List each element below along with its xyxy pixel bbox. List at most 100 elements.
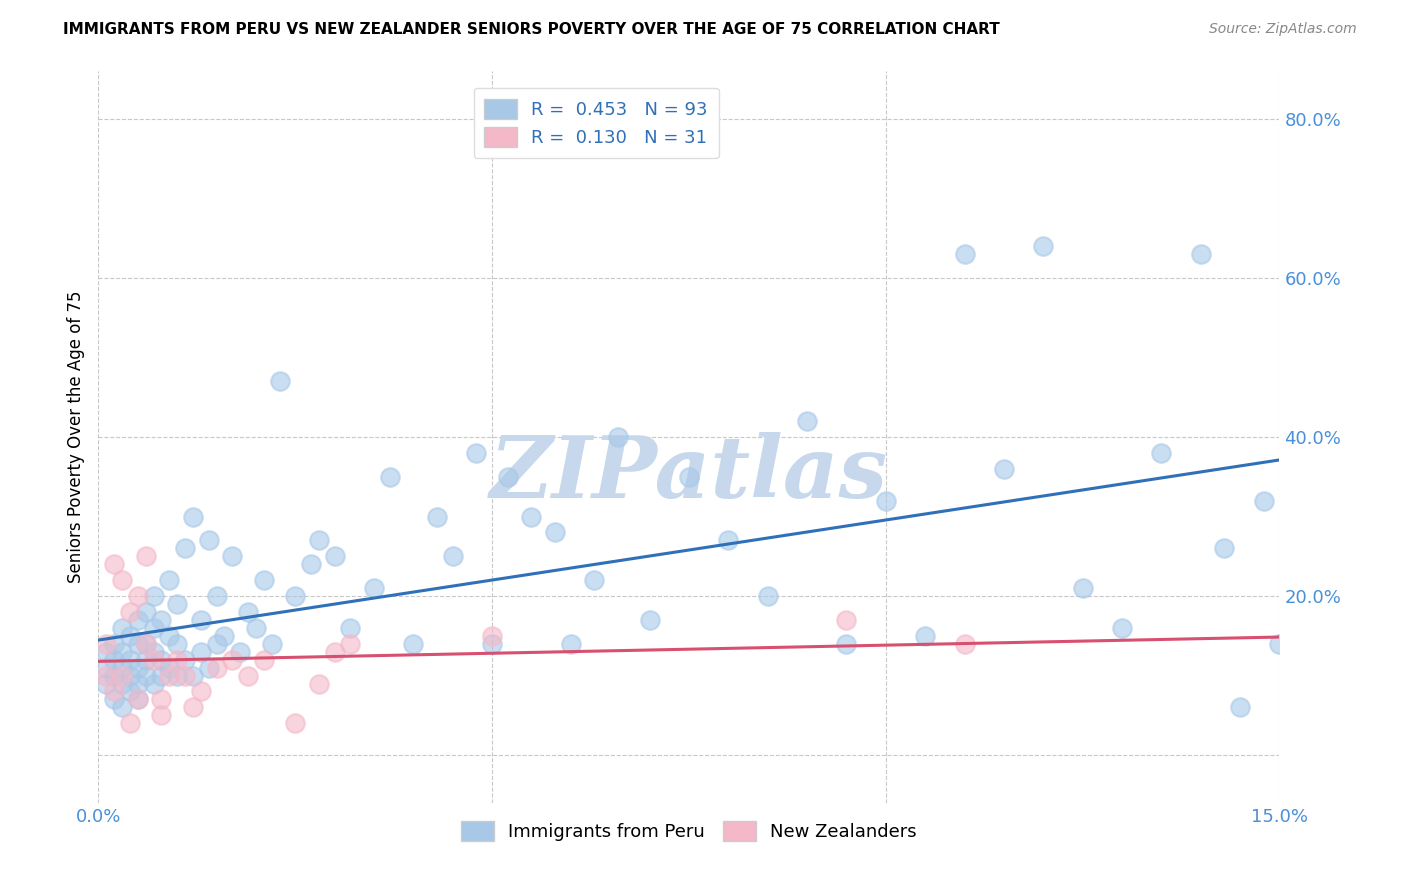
Point <box>142 589 165 603</box>
Point <box>135 653 157 667</box>
Point <box>181 700 204 714</box>
Point <box>205 660 228 674</box>
Point <box>135 605 157 619</box>
Point <box>221 549 243 564</box>
Point <box>1071 581 1094 595</box>
Point <box>166 637 188 651</box>
Point <box>269 375 291 389</box>
Point <box>323 645 346 659</box>
Point <box>118 716 141 731</box>
Point <box>229 645 252 659</box>
Point <box>118 684 141 698</box>
Point <box>1032 239 1054 253</box>
Point <box>284 589 307 603</box>
Point <box>96 637 118 651</box>
Text: ZIPatlas: ZIPatlas <box>489 432 889 516</box>
Point <box>142 645 165 659</box>
Point <box>1253 493 1275 508</box>
Text: Source: ZipAtlas.com: Source: ZipAtlas.com <box>1209 22 1357 37</box>
Point <box>835 613 858 627</box>
Point <box>481 629 503 643</box>
Point <box>308 676 330 690</box>
Point <box>953 247 976 261</box>
Point <box>127 692 149 706</box>
Text: IMMIGRANTS FROM PERU VS NEW ZEALANDER SENIORS POVERTY OVER THE AGE OF 75 CORRELA: IMMIGRANTS FROM PERU VS NEW ZEALANDER SE… <box>63 22 1000 37</box>
Point <box>166 597 188 611</box>
Point <box>835 637 858 651</box>
Point <box>181 509 204 524</box>
Point <box>174 668 197 682</box>
Point <box>181 668 204 682</box>
Point <box>363 581 385 595</box>
Point <box>150 708 173 723</box>
Point <box>118 668 141 682</box>
Point <box>1189 247 1212 261</box>
Point <box>135 637 157 651</box>
Point <box>96 645 118 659</box>
Point <box>118 653 141 667</box>
Point <box>339 621 361 635</box>
Y-axis label: Seniors Poverty Over the Age of 75: Seniors Poverty Over the Age of 75 <box>67 291 86 583</box>
Point <box>205 589 228 603</box>
Point <box>118 605 141 619</box>
Point <box>150 668 173 682</box>
Point <box>135 549 157 564</box>
Point <box>103 668 125 682</box>
Point <box>253 573 276 587</box>
Legend: Immigrants from Peru, New Zealanders: Immigrants from Peru, New Zealanders <box>454 814 924 848</box>
Point <box>560 637 582 651</box>
Point <box>96 660 118 674</box>
Point <box>441 549 464 564</box>
Point <box>756 589 779 603</box>
Point <box>127 613 149 627</box>
Point <box>253 653 276 667</box>
Point <box>299 558 322 572</box>
Point <box>111 676 134 690</box>
Point <box>166 668 188 682</box>
Point <box>678 470 700 484</box>
Point <box>103 637 125 651</box>
Point <box>150 692 173 706</box>
Point <box>993 462 1015 476</box>
Point <box>127 692 149 706</box>
Point <box>583 573 606 587</box>
Point <box>520 509 543 524</box>
Point <box>205 637 228 651</box>
Point <box>638 613 661 627</box>
Point <box>96 668 118 682</box>
Point <box>174 653 197 667</box>
Point <box>236 668 259 682</box>
Point <box>607 430 630 444</box>
Point <box>245 621 267 635</box>
Point <box>236 605 259 619</box>
Point <box>118 629 141 643</box>
Point <box>190 645 212 659</box>
Point <box>166 653 188 667</box>
Point <box>214 629 236 643</box>
Point <box>875 493 897 508</box>
Point <box>308 533 330 548</box>
Point <box>426 509 449 524</box>
Point <box>496 470 519 484</box>
Point <box>111 645 134 659</box>
Point <box>127 660 149 674</box>
Point <box>465 446 488 460</box>
Point <box>150 613 173 627</box>
Point <box>111 660 134 674</box>
Point <box>103 558 125 572</box>
Point <box>197 533 219 548</box>
Point <box>544 525 567 540</box>
Point <box>142 676 165 690</box>
Point <box>953 637 976 651</box>
Point <box>111 573 134 587</box>
Point <box>378 470 401 484</box>
Point <box>157 660 180 674</box>
Point <box>339 637 361 651</box>
Point <box>190 684 212 698</box>
Point <box>127 637 149 651</box>
Point <box>221 653 243 667</box>
Point <box>96 676 118 690</box>
Point <box>481 637 503 651</box>
Point <box>174 541 197 556</box>
Point <box>284 716 307 731</box>
